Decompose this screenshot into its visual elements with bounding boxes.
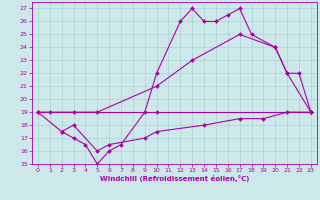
X-axis label: Windchill (Refroidissement éolien,°C): Windchill (Refroidissement éolien,°C)	[100, 175, 249, 182]
